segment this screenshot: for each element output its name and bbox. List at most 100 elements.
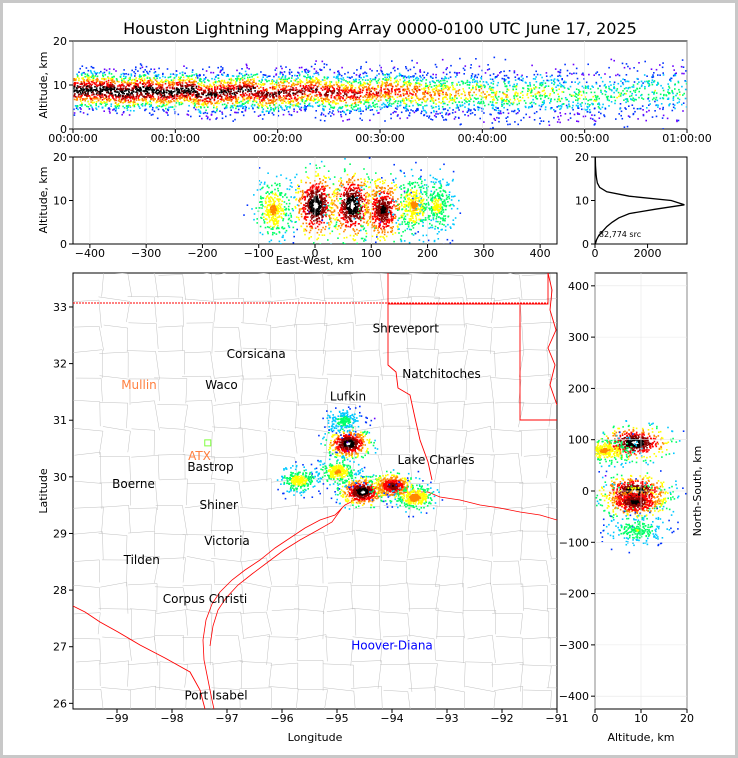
source-dot — [405, 478, 407, 481]
source-dot — [78, 96, 81, 98]
source-dot — [355, 436, 358, 438]
source-dot — [393, 480, 395, 483]
source-dot — [350, 434, 352, 436]
source-dot — [406, 495, 408, 497]
source-dot — [350, 495, 352, 497]
source-dot — [82, 93, 84, 95]
source-dot — [360, 498, 362, 500]
source-dot — [362, 493, 364, 496]
source-dot — [178, 103, 181, 106]
source-dot — [120, 89, 122, 91]
source-dot — [364, 498, 366, 501]
county-line — [324, 297, 356, 325]
source-dot — [343, 414, 346, 417]
source-dot — [411, 486, 413, 488]
source-dot — [147, 88, 150, 90]
source-dot — [186, 78, 188, 81]
source-dot — [404, 480, 406, 483]
source-dot — [134, 68, 137, 71]
source-dot — [144, 93, 147, 95]
source-dot — [136, 92, 138, 95]
source-dot — [133, 85, 136, 87]
county-line — [408, 295, 440, 324]
source-dot — [300, 491, 303, 493]
source-dot — [296, 479, 298, 482]
source-dot — [125, 99, 127, 102]
source-dot — [92, 79, 95, 81]
county-line — [411, 326, 437, 350]
county-line — [464, 375, 495, 405]
source-dot — [390, 482, 393, 484]
source-dot — [179, 79, 182, 81]
source-dot — [414, 490, 416, 492]
county-line — [102, 426, 131, 453]
source-dot — [174, 94, 176, 96]
source-dot — [350, 454, 352, 456]
source-dot — [148, 96, 151, 98]
source-dot — [73, 114, 76, 116]
source-dot — [193, 105, 196, 107]
source-dot — [100, 100, 102, 103]
source-dot — [108, 86, 110, 88]
source-dot — [146, 70, 148, 73]
source-dot — [100, 83, 103, 86]
source-dot — [145, 102, 147, 105]
source-dot — [379, 484, 382, 487]
source-dot — [380, 477, 382, 479]
source-dot — [119, 96, 121, 98]
source-dot — [305, 469, 307, 471]
source-dot — [175, 95, 177, 97]
source-dot — [304, 481, 307, 483]
source-dot — [110, 85, 113, 88]
source-dot — [159, 89, 162, 92]
source-dot — [101, 90, 104, 92]
source-dot — [341, 415, 343, 417]
source-dot — [195, 80, 197, 83]
source-dot — [403, 502, 406, 504]
source-dot — [183, 99, 186, 102]
source-dot — [346, 493, 349, 496]
source-dot — [123, 101, 125, 103]
source-dot — [367, 482, 369, 484]
source-dot — [403, 488, 406, 491]
source-dot — [327, 422, 330, 424]
source-dot — [382, 481, 384, 484]
source-dot — [333, 426, 336, 429]
source-dot — [186, 99, 188, 101]
county-line — [408, 607, 439, 639]
source-dot — [290, 489, 292, 492]
source-dot — [184, 91, 186, 93]
source-dot — [81, 99, 84, 101]
source-dot — [404, 489, 406, 492]
source-dot — [355, 444, 357, 447]
source-dot — [101, 99, 104, 101]
source-dot — [110, 83, 113, 86]
source-dot — [334, 468, 336, 470]
source-dot — [293, 479, 295, 481]
source-dot — [324, 426, 326, 428]
source-dot — [410, 499, 413, 501]
source-dot — [355, 482, 358, 484]
county-line — [326, 557, 355, 584]
source-dot — [139, 91, 142, 94]
source-dot — [150, 79, 153, 82]
source-dot — [101, 102, 104, 104]
county-line — [492, 583, 524, 611]
county-line — [465, 531, 493, 557]
source-dot — [173, 108, 176, 111]
source-dot — [414, 498, 416, 500]
source-dot — [374, 452, 377, 454]
source-dot — [100, 81, 103, 84]
county-line — [129, 636, 159, 666]
source-dot — [188, 104, 190, 107]
source-dot — [130, 89, 132, 91]
source-dot — [412, 484, 414, 487]
county-line — [325, 350, 352, 378]
source-dot — [352, 493, 355, 495]
source-dot — [129, 78, 131, 81]
source-dot — [281, 479, 283, 481]
source-dot — [406, 477, 409, 479]
source-dot — [88, 103, 90, 105]
county-line — [74, 612, 101, 635]
source-dot — [378, 490, 381, 492]
